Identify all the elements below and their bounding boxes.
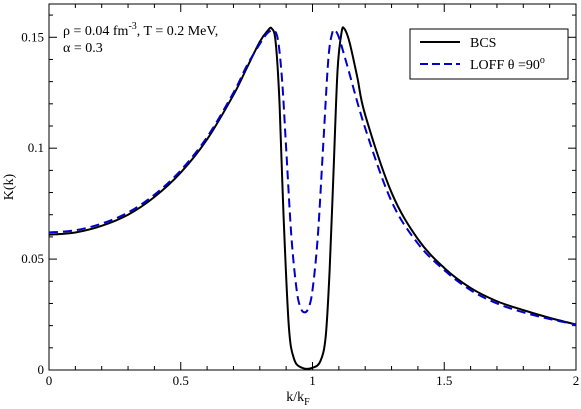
annotation: ρ = 0.04 fm-3, T = 0.2 MeV, α = 0.3 [63,21,218,56]
x-tick-label: 2 [573,373,580,388]
legend: BCS LOFF θ =90o [409,28,569,80]
series-layer [48,26,577,370]
y-axis-label: K(k) [2,173,17,200]
svg-text:α = 0.3: α = 0.3 [63,41,103,56]
legend-label-bcs: BCS [470,36,496,51]
legend-box [409,28,569,80]
y-tick-label: 0.05 [21,251,44,266]
legend-label-loff: LOFF θ =90o [470,55,545,73]
y-tick-label: 0.1 [28,140,44,155]
x-tick-label: 0.5 [173,373,189,388]
axis-ticks: 0 0.5 1 1.5 2 0 0.05 0.1 0.15 [21,4,579,388]
svg-text:ρ = 0.04 fm-3, T = 0.2 MeV,: ρ = 0.04 fm-3, T = 0.2 MeV, [63,21,218,39]
series-line-bcs [48,26,577,370]
y-tick-label: 0.15 [21,29,44,44]
y-tick-label: 0 [38,362,45,377]
series-line-loff [48,28,577,326]
x-tick-label: 1 [309,373,316,388]
x-tick-label: 1.5 [436,373,452,388]
x-axis-label: k/kF [286,390,310,408]
x-tick-label: 0 [46,373,53,388]
